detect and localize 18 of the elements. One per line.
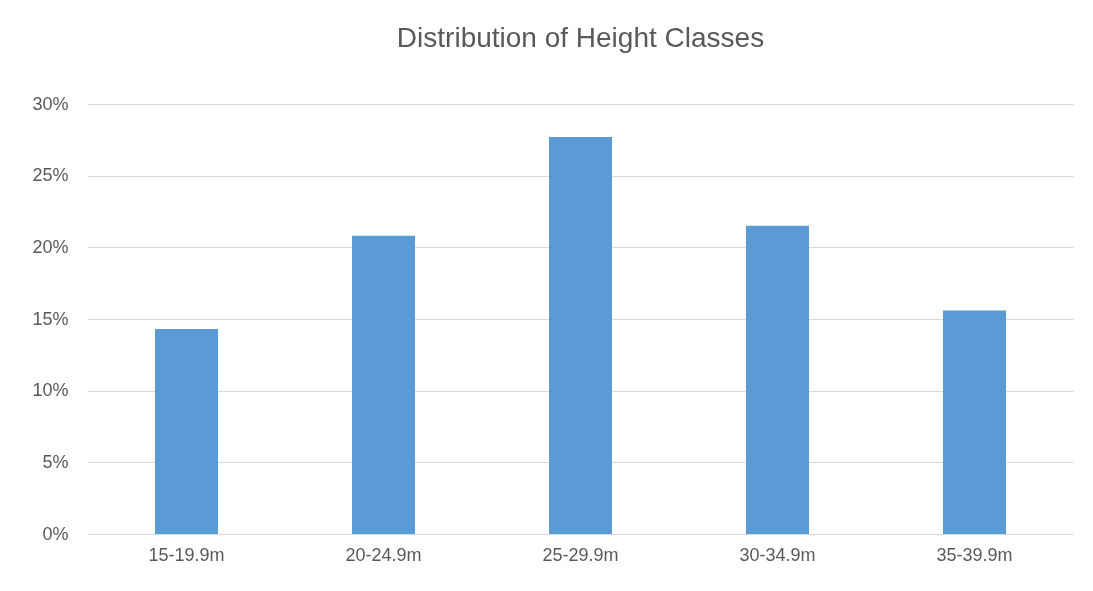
x-tick-label: 15-19.9m [148,544,225,565]
y-tick-label: 10% [32,380,69,401]
y-tick-label: 20% [32,236,69,257]
y-tick-label: 15% [32,308,69,329]
bar [154,329,219,534]
y-tick-label: 0% [42,523,69,544]
y-tick-label: 25% [32,165,69,186]
y-tick-label: 30% [32,93,69,114]
x-tick-label: 30-34.9m [739,544,816,565]
bar [942,310,1007,534]
bar [351,235,416,534]
x-tick-label: 25-29.9m [542,544,619,565]
x-tick-label: 20-24.9m [345,544,422,565]
chart-title: Distribution of Height Classes [396,22,765,53]
bar [548,136,613,534]
y-tick-label: 5% [42,451,69,472]
x-tick-label: 35-39.9m [936,544,1013,565]
bar [745,225,810,534]
